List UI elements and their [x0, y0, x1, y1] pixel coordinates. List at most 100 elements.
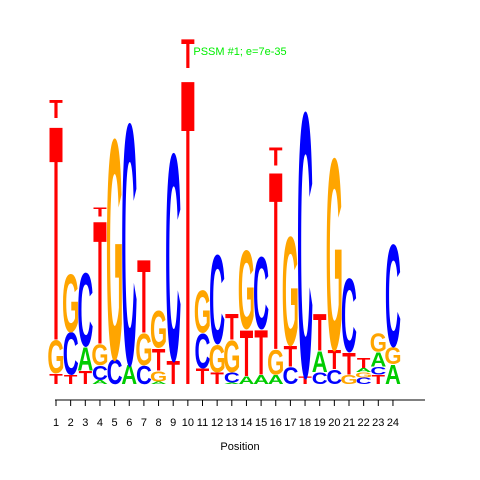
logo-letter-C-pos-13: C [224, 369, 240, 386]
logo-letter-G-pos-24: G [384, 342, 401, 369]
x-tick-label: 15 [255, 417, 267, 429]
logo-letter-T-pos-23: T [372, 372, 385, 386]
logo-letter-G-pos-1: G [47, 331, 64, 383]
logo-letter-T-pos-4: T [93, 205, 106, 219]
logo-letter-C-pos-3: C [77, 252, 93, 370]
logo-letter-C-pos-15: C [253, 236, 269, 351]
logo-letter-T-pos-19: T [313, 303, 327, 362]
logo-letter-T-pos-4: T [93, 184, 106, 382]
logo-letter-T-pos-8: T [152, 341, 166, 377]
x-tick-label: 8 [155, 417, 161, 429]
logo-letter-T-pos-16: T [269, 143, 283, 172]
logo-letter-C-pos-21: C [341, 257, 357, 375]
logo-letter-A-pos-16: A [268, 372, 284, 386]
logo-letter-T-pos-17: T [284, 339, 297, 373]
x-tick-label: 22 [358, 417, 370, 429]
x-tick-label: 6 [126, 417, 132, 429]
logo-letter-G-pos-12: G [209, 336, 226, 380]
logo-letter-A-pos-23: A [370, 348, 386, 371]
logo-letter-T-pos-21: T [342, 345, 356, 381]
logo-letter-A-pos-4: A [92, 379, 108, 385]
logo-letter-T-pos-3: T [79, 368, 93, 389]
logo-letter-A-pos-8: A [151, 381, 167, 385]
logo-letter-G-pos-2: G [62, 256, 79, 349]
x-axis-ticks: 1 2 3 4 5 6 7 8 9 10 11 12 13 14 15 16 17 18 19 20 21 22 23 24 [53, 400, 399, 429]
x-tick-label: 1 [53, 417, 59, 429]
logo-letter-G-pos-8: G [150, 368, 167, 385]
x-tick-label: 23 [372, 417, 384, 429]
x-tick-label: 13 [226, 417, 238, 429]
logo-letter-C-pos-18: C [297, 33, 313, 457]
logo-letter-G-pos-14: G [238, 229, 255, 354]
x-tick-label: 9 [170, 417, 176, 429]
x-tick-label: 18 [299, 417, 311, 429]
x-tick-label: 20 [328, 417, 340, 429]
logo-letter-T-pos-13: T [225, 305, 239, 348]
logo-letter-G-pos-17: G [282, 203, 299, 378]
logo-letter-T-pos-7: T [137, 239, 150, 357]
x-axis-label: Position [220, 441, 259, 453]
logo-letter-C-pos-4: C [92, 362, 108, 385]
logo-letter-C-pos-24: C [385, 215, 401, 379]
logo-letter-T-pos-10: T [181, 0, 194, 477]
logo-letter-T-pos-20: T [328, 345, 342, 376]
logo-letter-G-pos-13: G [223, 331, 240, 382]
logo-letter-A-pos-24: A [385, 360, 401, 391]
logo-letter-T-pos-1: T [49, 95, 63, 124]
logo-letter-A-pos-3: A [77, 341, 93, 379]
x-tick-label: 17 [284, 417, 296, 429]
logo-letter-T-pos-15: T [254, 318, 267, 389]
x-tick-label: 24 [387, 417, 399, 429]
logo-letter-T-pos-12: T [210, 369, 223, 388]
logo-letter-G-pos-21: G [340, 372, 357, 386]
x-tick-label: 4 [97, 417, 103, 429]
x-tick-label: 21 [343, 417, 355, 429]
logo-letter-C-pos-19: C [312, 369, 328, 388]
logo-letter-T-pos-1: T [49, 370, 63, 387]
logo-letter-T-pos-16: T [269, 119, 282, 404]
logo-letter-T-pos-22: T [357, 354, 371, 371]
logo-letter-G-pos-7: G [135, 324, 152, 375]
logo-letter-C-pos-9: C [165, 92, 181, 423]
logo-letter-G-pos-8: G [150, 301, 167, 360]
x-tick-label: 3 [82, 417, 88, 429]
x-tick-label: 19 [314, 417, 326, 429]
logo-letter-A-pos-6: A [121, 360, 137, 391]
logo-letter-C-pos-7: C [136, 361, 152, 390]
logo-letter-C-pos-5: C [107, 353, 123, 393]
x-tick-label: 12 [211, 417, 223, 429]
logo-letter-G-pos-4: G [91, 338, 108, 372]
logo-letter-C-pos-17: C [282, 362, 298, 389]
logo-letter-G-pos-22: G [355, 371, 372, 379]
logo-letter-C-pos-12: C [209, 229, 225, 371]
logo-letter-C-pos-23: C [370, 364, 386, 377]
x-tick-label: 7 [141, 417, 147, 429]
logo-letter-A-pos-15: A [253, 372, 269, 386]
logo-letter-G-pos-16: G [267, 343, 284, 383]
logo-letter-C-pos-22: C [356, 376, 372, 387]
logo-letter-C-pos-20: C [326, 366, 342, 389]
logo-letter-T-pos-2: T [64, 372, 77, 386]
logo-letter-T-pos-9: T [166, 354, 180, 392]
logo-letter-T-pos-1: T [49, 63, 62, 406]
x-tick-label: 5 [112, 417, 118, 429]
logo-letter-C-pos-11: C [195, 325, 211, 379]
x-tick-label: 2 [68, 417, 74, 429]
x-tick-label: 10 [182, 417, 194, 429]
logo-letter-A-pos-22: A [356, 367, 372, 373]
logo-letter-G-pos-20: G [326, 102, 343, 408]
logo-letter-T-pos-11: T [196, 364, 210, 389]
x-tick-label: 16 [270, 417, 282, 429]
logo-letter-A-pos-14: A [238, 374, 254, 387]
logo-letter-T-pos-10: T [181, 32, 194, 78]
logo-letter-T-pos-14: T [240, 318, 254, 390]
logo-letter-C-pos-2: C [63, 320, 79, 388]
chart-title: PSSM #1; e=7e-35 [193, 46, 286, 58]
x-tick-label: 14 [240, 417, 252, 429]
logo-letter-C-pos-6: C [121, 52, 137, 437]
logo-letter-A-pos-19: A [312, 345, 328, 379]
logo-letter-T-pos-18: T [298, 374, 312, 387]
logo-letter-G-pos-23: G [370, 329, 387, 358]
